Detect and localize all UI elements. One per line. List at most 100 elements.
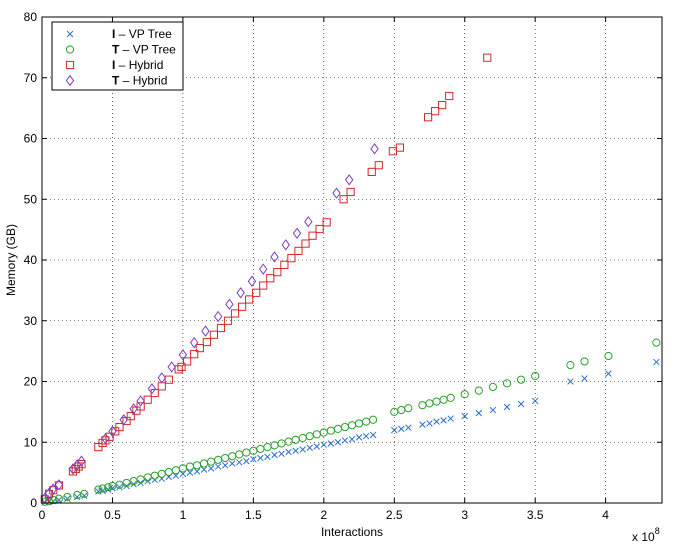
x-axis-title: Interactions bbox=[321, 525, 383, 539]
data-point bbox=[202, 337, 211, 347]
data-point bbox=[344, 174, 354, 186]
data-point bbox=[73, 493, 81, 501]
legend-dash: – bbox=[115, 58, 128, 72]
data-point bbox=[502, 379, 512, 388]
data-point bbox=[157, 372, 166, 384]
data-point bbox=[122, 416, 131, 426]
data-point bbox=[341, 437, 349, 444]
data-points bbox=[40, 53, 661, 506]
data-point bbox=[404, 404, 413, 413]
data-point bbox=[516, 375, 526, 384]
data-point bbox=[200, 466, 208, 473]
data-point bbox=[115, 422, 124, 432]
data-point bbox=[461, 412, 468, 420]
data-point bbox=[445, 91, 454, 101]
grid-lines bbox=[42, 17, 662, 503]
legend-name: Hybrid bbox=[129, 58, 164, 72]
y-tick-label: 60 bbox=[24, 132, 38, 146]
legend-dash: – bbox=[119, 74, 132, 88]
x-tick-label: 2 bbox=[320, 508, 327, 522]
data-point bbox=[460, 390, 469, 399]
legend-prefix: I bbox=[112, 27, 115, 41]
data-point bbox=[271, 451, 278, 459]
data-point bbox=[334, 439, 342, 446]
data-point bbox=[71, 464, 80, 474]
y-tick-labels: 0 10 20 30 40 50 60 70 80 bbox=[24, 10, 38, 510]
data-point bbox=[94, 443, 103, 452]
x-tick-label: 4 bbox=[602, 508, 609, 522]
data-point bbox=[183, 357, 192, 366]
data-point bbox=[308, 231, 317, 240]
data-point bbox=[63, 492, 72, 502]
data-point bbox=[189, 336, 199, 349]
data-point bbox=[517, 400, 525, 408]
data-point bbox=[126, 412, 135, 421]
data-point bbox=[213, 310, 223, 323]
data-point bbox=[223, 316, 233, 325]
data-point bbox=[299, 446, 306, 453]
data-point bbox=[77, 455, 86, 467]
data-point bbox=[49, 483, 58, 495]
data-point bbox=[292, 447, 299, 454]
data-point bbox=[348, 435, 356, 443]
data-point bbox=[320, 441, 328, 448]
x-tick-label: 2.5 bbox=[386, 508, 403, 522]
data-point bbox=[531, 371, 540, 381]
data-point bbox=[216, 323, 226, 333]
data-point bbox=[332, 187, 341, 199]
data-point bbox=[280, 260, 289, 269]
data-point bbox=[395, 143, 405, 152]
data-point bbox=[136, 395, 145, 407]
data-point bbox=[398, 425, 405, 433]
data-point bbox=[273, 268, 282, 277]
data-point bbox=[362, 432, 370, 440]
legend-prefix: T bbox=[112, 43, 120, 57]
data-point bbox=[475, 409, 483, 417]
data-point bbox=[130, 480, 137, 488]
legend-name: Hybrid bbox=[133, 74, 168, 88]
data-point bbox=[531, 397, 539, 405]
data-point bbox=[54, 479, 64, 491]
x-multiplier-label: x 108 bbox=[632, 526, 660, 544]
data-point bbox=[214, 463, 222, 470]
data-point bbox=[221, 462, 229, 469]
data-point bbox=[281, 239, 290, 251]
data-point bbox=[292, 227, 302, 239]
data-point bbox=[419, 421, 426, 428]
data-point bbox=[259, 263, 268, 275]
data-point bbox=[195, 343, 204, 353]
data-point bbox=[423, 113, 433, 122]
data-point bbox=[604, 351, 613, 361]
data-point bbox=[54, 494, 64, 503]
data-point bbox=[123, 482, 130, 490]
data-point bbox=[236, 459, 243, 466]
data-point bbox=[503, 403, 511, 411]
x-tick-label: 1 bbox=[180, 508, 187, 522]
legend-entry: T – VP Tree bbox=[112, 43, 176, 57]
data-point bbox=[426, 420, 433, 427]
x-tick-label: 3.5 bbox=[527, 508, 544, 522]
data-point bbox=[278, 450, 285, 458]
data-point bbox=[304, 216, 313, 228]
data-point bbox=[245, 295, 254, 304]
data-point bbox=[653, 358, 660, 366]
x-multiplier-exponent: 8 bbox=[655, 526, 660, 536]
data-point bbox=[431, 107, 440, 116]
data-point bbox=[259, 281, 268, 290]
data-point bbox=[49, 495, 58, 505]
y-tick-label: 50 bbox=[24, 192, 38, 206]
data-point bbox=[236, 287, 245, 299]
data-point bbox=[68, 467, 78, 476]
axis-ticks bbox=[41, 16, 662, 504]
data-point bbox=[228, 460, 236, 467]
data-point bbox=[447, 415, 454, 422]
y-tick-label: 20 bbox=[24, 375, 38, 389]
data-point bbox=[483, 53, 492, 62]
data-point bbox=[355, 434, 363, 441]
data-point bbox=[266, 274, 275, 283]
data-point bbox=[566, 360, 575, 370]
data-point bbox=[391, 426, 398, 434]
data-point bbox=[285, 448, 292, 456]
